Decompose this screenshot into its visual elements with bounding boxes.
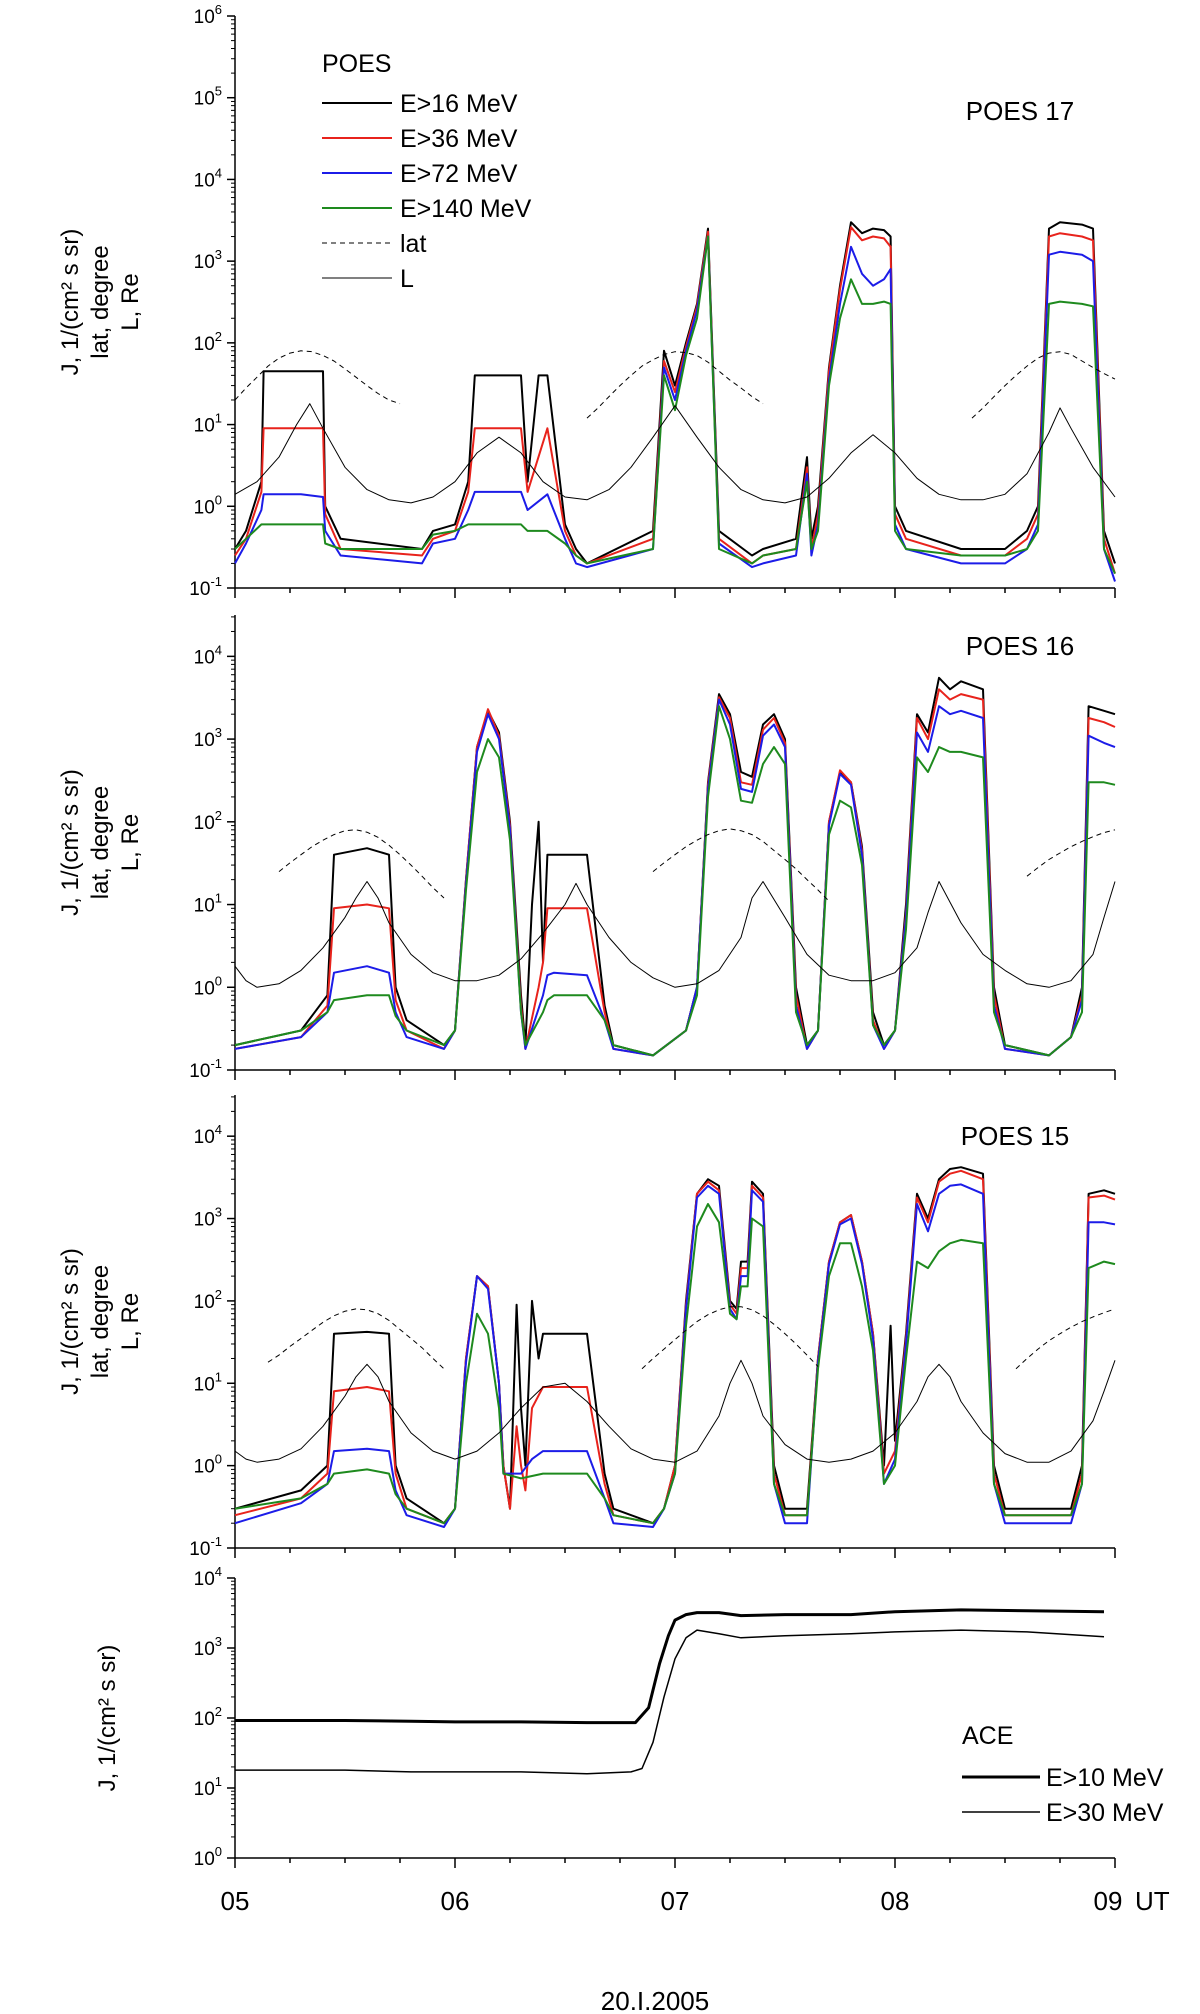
y-tick-label: 100 <box>194 973 222 999</box>
date-label: 20.I.2005 <box>601 1986 709 2014</box>
series-lat <box>652 828 830 902</box>
panel-title: POES 17 <box>966 96 1074 126</box>
y-axis-label: J, 1/(cm² s sr) <box>57 769 84 916</box>
y-tick-label: 102 <box>194 808 222 834</box>
y-tick-label: 103 <box>194 1205 222 1231</box>
y-tick-label: 100 <box>194 492 222 518</box>
legend-entry: E>72 MeV <box>400 160 518 188</box>
panel-ace: 100 101 102 103 104 J, 1/(cm² s sr) ACE E>10 Me… <box>94 1564 1164 1870</box>
panel-poes17: 10-1 100 101 102 103 104 105 106 J, 1/(cm² s sr)… <box>57 2 1116 600</box>
legend-entry: E>30 MeV <box>1046 1799 1164 1827</box>
y-axis-label: J, 1/(cm² s sr) <box>57 229 84 376</box>
y-axis-label: lat, degree <box>87 245 114 358</box>
series-lat <box>267 1308 445 1370</box>
y-tick-label: 102 <box>194 1287 222 1313</box>
series-e-30-mev <box>235 1629 1105 1775</box>
series-lat <box>234 350 401 405</box>
legend-entry: E>36 MeV <box>400 125 518 153</box>
y-tick-label: 105 <box>194 84 222 110</box>
series-lat <box>1026 829 1116 877</box>
panel-poes15: 10-1 100 101 102 103 104 J, 1/(cm² s sr) lat, d… <box>57 1095 1116 1560</box>
x-tick-label: 05 <box>221 1886 250 1916</box>
y-tick-label: 10-1 <box>189 574 222 600</box>
y-tick-label: 10-1 <box>189 1056 222 1082</box>
panel-title: POES 15 <box>961 1121 1069 1151</box>
legend-title: ACE <box>962 1722 1013 1750</box>
legend: ACE E>10 MeV E>30 MeV <box>962 1722 1164 1827</box>
y-tick-label: 106 <box>194 2 222 28</box>
y-axis-label: L, Re <box>117 814 144 871</box>
x-tick-label: 08 <box>881 1886 910 1916</box>
y-axis-label: J, 1/(cm² s sr) <box>57 1248 84 1395</box>
x-tick-label: 09 <box>1094 1886 1123 1916</box>
series-e-140-mev <box>234 705 1116 1057</box>
x-tick-label: 06 <box>441 1886 470 1916</box>
series-e-140-mev <box>234 235 1116 575</box>
y-tick-label: 100 <box>194 1452 222 1478</box>
series-lat <box>971 351 1116 419</box>
y-axis-label: J, 1/(cm² s sr) <box>94 1645 121 1792</box>
series-l <box>234 403 1116 504</box>
ut-label: UT <box>1135 1886 1170 1916</box>
y-tick-label: 104 <box>194 165 222 191</box>
series-e-36-mev <box>234 688 1116 1057</box>
y-tick-label: 101 <box>194 1369 222 1395</box>
series-l <box>234 1359 1116 1463</box>
y-tick-label: 10-1 <box>189 1534 222 1560</box>
y-tick-label: 104 <box>194 1564 222 1590</box>
y-tick-label: 101 <box>194 891 222 917</box>
y-tick-label: 101 <box>194 411 222 437</box>
legend-title: POES <box>322 50 391 78</box>
series-lat <box>641 1306 819 1370</box>
series-lat <box>278 829 445 899</box>
y-axis-label: L, Re <box>117 273 144 330</box>
series-e-140-mev <box>234 1203 1116 1525</box>
legend-entry: lat <box>400 230 426 258</box>
legend: POES E>16 MeV E>36 MeV E>72 MeV E>140 MeV lat… <box>322 50 532 293</box>
y-tick-label: 104 <box>194 1122 222 1148</box>
y-axis-label: L, Re <box>117 1293 144 1350</box>
y-tick-label: 103 <box>194 725 222 751</box>
legend-entry: E>140 MeV <box>400 195 532 223</box>
y-axis-label: lat, degree <box>87 1265 114 1378</box>
y-tick-label: 102 <box>194 329 222 355</box>
series-e-72-mev <box>234 1183 1116 1528</box>
series-e-72-mev <box>234 698 1116 1057</box>
y-axis-label: lat, degree <box>87 786 114 899</box>
y-tick-label: 103 <box>194 247 222 273</box>
legend-entry: E>10 MeV <box>1046 1764 1164 1792</box>
panel-poes16: 10-1 100 101 102 103 104 J, 1/(cm² s sr) lat, d… <box>57 615 1116 1082</box>
series-lat <box>1015 1308 1116 1370</box>
series-l <box>234 881 1116 988</box>
y-tick-label: 104 <box>194 642 222 668</box>
y-tick-label: 103 <box>194 1634 222 1660</box>
legend-entry: E>16 MeV <box>400 90 518 118</box>
panel-title: POES 16 <box>966 631 1074 661</box>
y-tick-label: 100 <box>194 1844 222 1870</box>
series-lat <box>586 351 764 419</box>
x-tick-label: 07 <box>661 1886 690 1916</box>
x-axis-tick-labels: 05 06 07 08 09 <box>221 1886 1123 1916</box>
y-tick-label: 102 <box>194 1704 222 1730</box>
series-e-10-mev <box>235 1608 1105 1725</box>
y-tick-label: 101 <box>194 1774 222 1800</box>
legend-entry: L <box>400 265 414 293</box>
